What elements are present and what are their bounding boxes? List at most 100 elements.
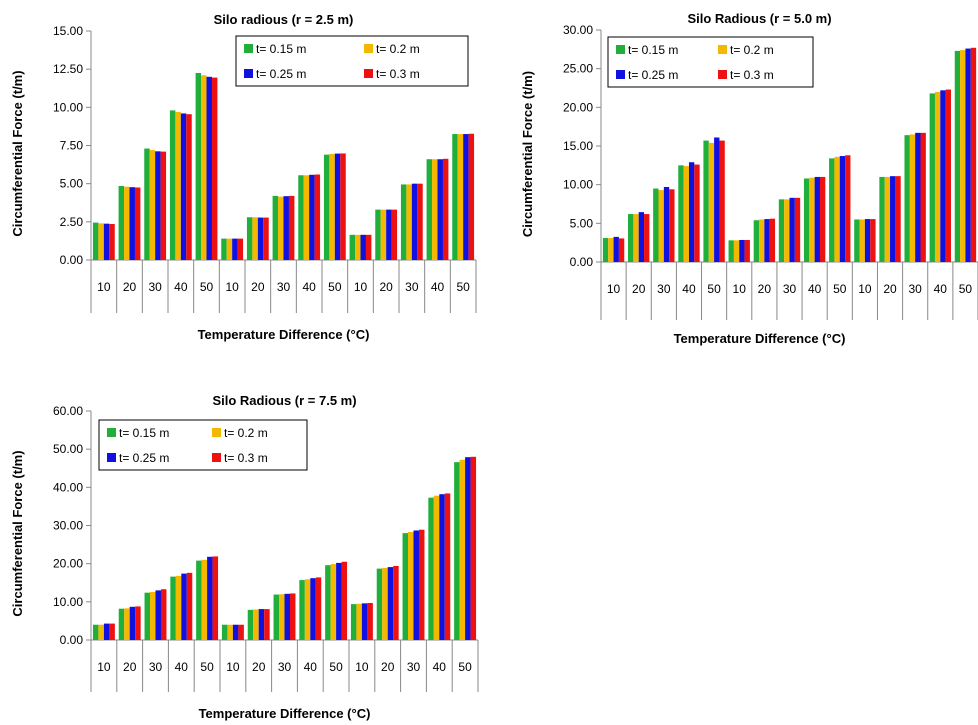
x-tick-label: 50: [458, 660, 472, 674]
x-tick-label: 40: [302, 280, 316, 294]
y-tick-label: 0.00: [60, 633, 84, 647]
bar-s1-c14: [929, 93, 935, 262]
legend-swatch: [244, 69, 253, 78]
bar-s4-c14: [945, 89, 951, 263]
bar-s4-c1: [618, 238, 625, 262]
bar-s3-c9: [310, 578, 316, 640]
x-tick-label: 20: [758, 282, 772, 296]
bar-s3-c2: [638, 212, 645, 262]
x-tick-label: 50: [456, 280, 470, 294]
bar-s3-c15: [965, 48, 971, 263]
bar-s1-c8: [273, 594, 280, 640]
legend-label: t= 0.15 m: [256, 42, 306, 56]
bar-s1-c9: [299, 580, 305, 640]
bar-s4-c2: [134, 187, 141, 260]
chart-title: Silo radious (r = 2.5 m): [214, 12, 354, 27]
bar-s1-c14: [426, 159, 433, 260]
bar-s1-c13: [402, 533, 409, 640]
bar-s2-c3: [149, 150, 156, 260]
x-tick-label: 40: [174, 280, 188, 294]
bar-s1-c7: [247, 609, 254, 640]
y-tick-label: 20.00: [53, 557, 83, 571]
bar-s3-c11: [360, 234, 366, 260]
bar-s2-c11: [356, 603, 362, 640]
bar-s2-c7: [253, 609, 259, 640]
legend-label: t= 0.3 m: [224, 451, 268, 465]
bar-s4-c2: [135, 606, 141, 640]
bar-s2-c8: [278, 196, 284, 260]
bar-s1-c4: [169, 110, 176, 261]
bar-s4-c4: [694, 164, 700, 262]
x-tick-label: 50: [200, 660, 214, 674]
bar-s1-c7: [753, 220, 760, 262]
x-tick-label: 50: [329, 660, 343, 674]
chart-panel-3: 0.00 10.00 20.00 30.00 40.00 50.00 60.00 10 20 30…: [10, 393, 479, 721]
bar-s3-c6: [232, 624, 239, 640]
x-tick-label: 40: [431, 280, 445, 294]
bar-s1-c8: [778, 199, 785, 262]
bar-s2-c5: [708, 142, 715, 262]
bar-s2-c15: [960, 50, 966, 263]
bar-s2-c12: [380, 209, 387, 260]
bar-s4-c14: [442, 158, 449, 260]
x-tick-label: 40: [682, 282, 696, 296]
chart-title: Silo Radious (r = 7.5 m): [212, 393, 356, 408]
bar-s4-c13: [920, 132, 926, 262]
bar-s4-c7: [769, 218, 776, 262]
bar-s2-c1: [98, 223, 104, 260]
bar-s1-c15: [454, 462, 460, 640]
x-tick-label: 30: [405, 280, 419, 294]
legend-swatch: [107, 428, 116, 437]
bar-s4-c9: [819, 176, 826, 262]
bar-s1-c8: [272, 195, 279, 260]
bar-s1-c11: [349, 234, 356, 260]
bar-s4-c14: [444, 493, 451, 640]
bar-s1-c5: [703, 140, 709, 262]
bar-s2-c14: [934, 91, 941, 262]
bar-s4-c7: [264, 609, 270, 640]
bar-s4-c3: [669, 189, 675, 262]
bar-s1-c3: [144, 148, 150, 260]
x-tick-label: 20: [379, 280, 393, 294]
bar-s3-c12: [890, 176, 896, 262]
bar-s2-c2: [124, 186, 130, 260]
bar-s1-c2: [628, 214, 634, 262]
bar-s3-c14: [439, 494, 445, 640]
bar-s3-c4: [181, 573, 187, 640]
bar-s4-c3: [160, 151, 167, 260]
legend-swatch: [718, 45, 727, 54]
bar-s1-c9: [803, 178, 810, 262]
bar-s1-c9: [298, 175, 304, 260]
y-axis-label: Circumferential Force (t/m): [10, 450, 25, 616]
chart-legend: t= 0.15 m t= 0.2 m t= 0.25 m t= 0.3 m: [235, 35, 469, 87]
bar-s2-c14: [433, 495, 440, 640]
bar-s2-c15: [459, 459, 466, 640]
legend-label: t= 0.2 m: [376, 42, 420, 56]
bar-s4-c12: [391, 209, 398, 260]
bar-s2-c9: [809, 177, 815, 262]
bar-s2-c10: [329, 153, 335, 260]
x-tick-label: 10: [733, 282, 747, 296]
bar-s1-c10: [829, 158, 835, 262]
bar-s3-c10: [336, 562, 342, 640]
bar-s1-c5: [195, 72, 202, 260]
bar-s4-c8: [289, 593, 296, 640]
x-tick-label: 50: [200, 280, 214, 294]
bar-s1-c5: [196, 560, 202, 640]
bar-s3-c8: [283, 196, 289, 260]
bar-s2-c13: [408, 531, 414, 640]
x-tick-label: 20: [381, 660, 395, 674]
bar-s4-c13: [417, 183, 423, 260]
bar-s4-c7: [263, 217, 269, 260]
bar-s3-c2: [129, 606, 136, 640]
bar-s2-c8: [784, 199, 790, 262]
bar-s2-c12: [884, 176, 891, 262]
bar-s2-c3: [658, 190, 664, 262]
bar-s4-c13: [418, 529, 425, 640]
bar-s4-c10: [340, 153, 346, 260]
bar-s2-c7: [759, 219, 765, 262]
y-tick-label: 10.00: [563, 178, 593, 192]
x-axis-label: Temperature Difference (°C): [199, 706, 371, 721]
y-tick-label: 0.00: [60, 253, 84, 267]
